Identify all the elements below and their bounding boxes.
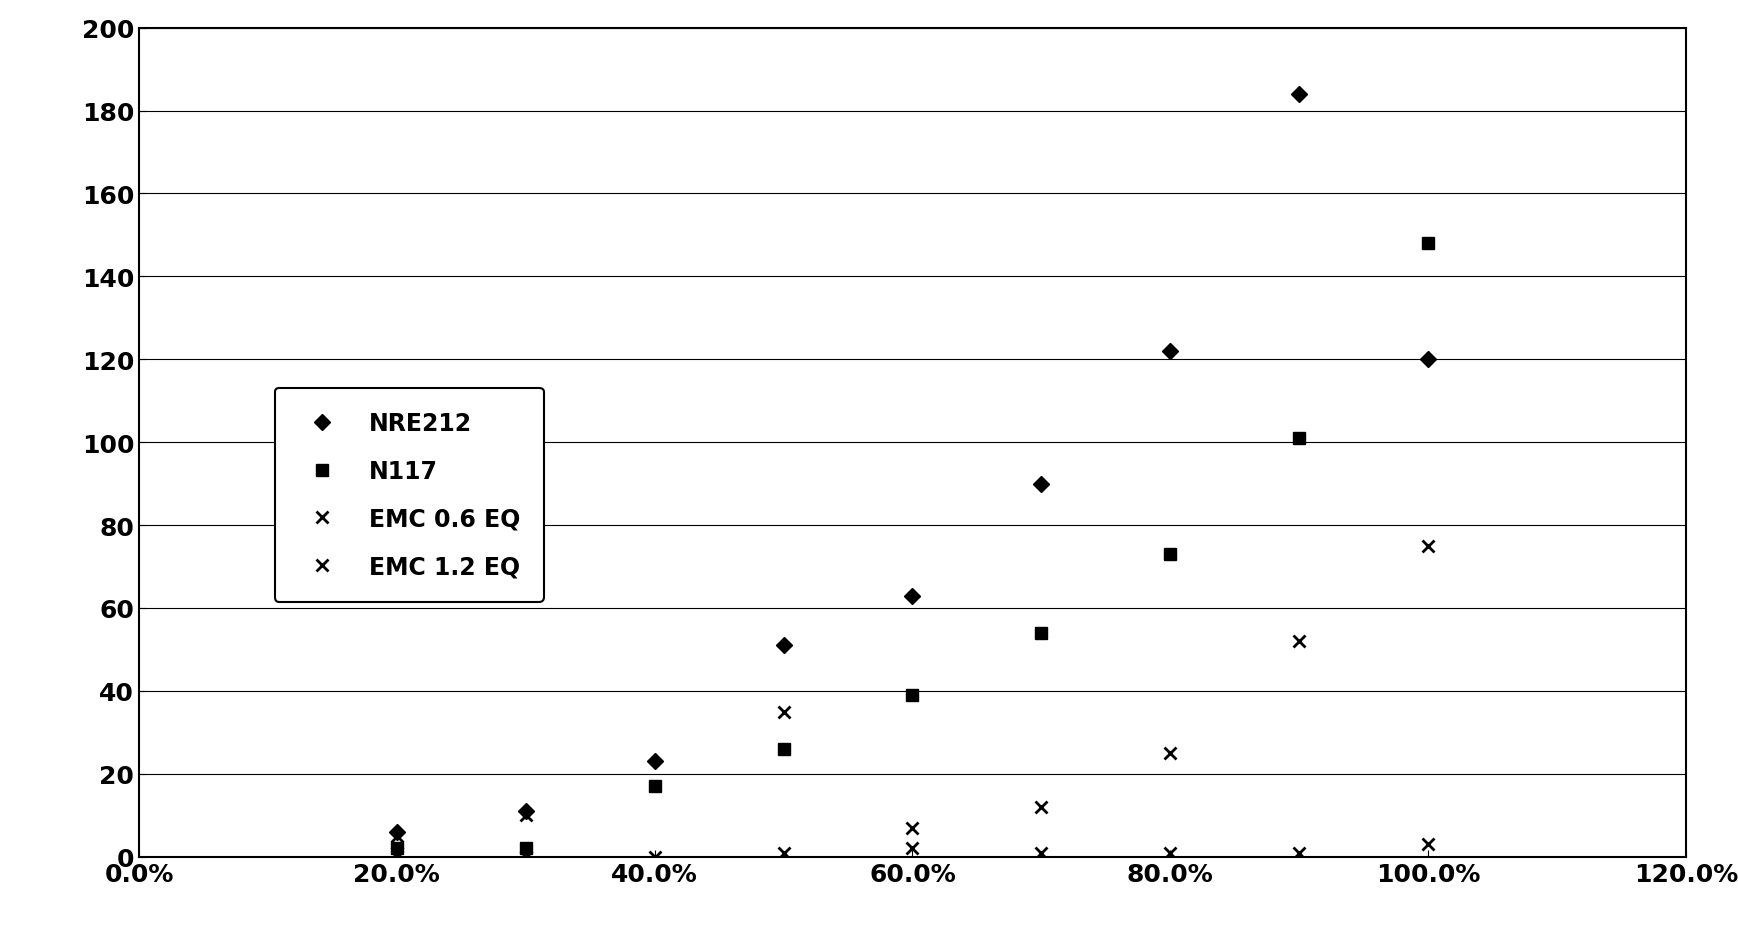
EMC 1.2 EQ (1031, 802, 1051, 813)
Legend: NRE212, N117, EMC 0.6 EQ, EMC 1.2 EQ: NRE212, N117, EMC 0.6 EQ, EMC 1.2 EQ (275, 388, 544, 602)
EMC 1.2 EQ (386, 830, 407, 842)
EMC 1.2 EQ (514, 809, 535, 821)
EMC 0.6 EQ (645, 851, 666, 863)
N117 (773, 744, 794, 755)
Line: NRE212: NRE212 (391, 89, 1434, 838)
EMC 0.6 EQ (1288, 847, 1310, 859)
N117 (902, 689, 923, 701)
EMC 0.6 EQ (1031, 847, 1051, 859)
N117 (514, 843, 535, 854)
EMC 1.2 EQ (902, 823, 923, 834)
Line: EMC 0.6 EQ: EMC 0.6 EQ (391, 838, 1434, 863)
EMC 1.2 EQ (1418, 541, 1439, 552)
N117 (1159, 548, 1180, 560)
NRE212 (773, 640, 794, 651)
N117 (386, 843, 407, 854)
EMC 0.6 EQ (773, 847, 794, 859)
N117 (1288, 433, 1310, 445)
Line: N117: N117 (391, 238, 1434, 854)
NRE212 (645, 756, 666, 767)
EMC 0.6 EQ (902, 843, 923, 854)
N117 (1031, 627, 1051, 639)
EMC 0.6 EQ (1159, 847, 1180, 859)
NRE212 (1418, 354, 1439, 366)
NRE212 (1031, 479, 1051, 490)
N117 (1418, 238, 1439, 249)
NRE212 (1288, 89, 1310, 101)
EMC 0.6 EQ (514, 851, 535, 863)
EMC 0.6 EQ (1418, 839, 1439, 850)
EMC 0.6 EQ (386, 847, 407, 859)
NRE212 (514, 805, 535, 817)
EMC 1.2 EQ (773, 706, 794, 718)
NRE212 (1159, 346, 1180, 357)
Line: EMC 1.2 EQ: EMC 1.2 EQ (391, 540, 1434, 843)
EMC 1.2 EQ (1159, 747, 1180, 759)
EMC 1.2 EQ (1288, 636, 1310, 647)
NRE212 (902, 590, 923, 602)
NRE212 (386, 826, 407, 838)
N117 (645, 781, 666, 792)
